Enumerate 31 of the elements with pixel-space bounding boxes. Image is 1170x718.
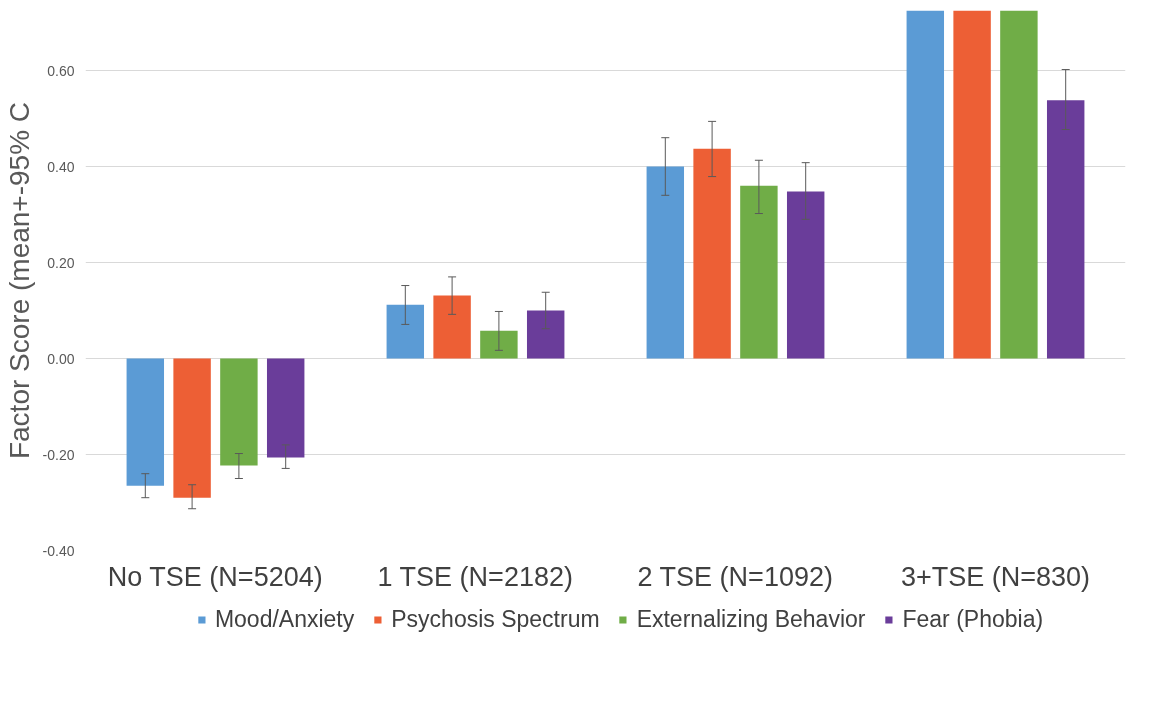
bar bbox=[786, 191, 825, 359]
bar bbox=[386, 304, 425, 359]
bar bbox=[266, 358, 305, 458]
x-tick-label: 1 TSE (N=2182) bbox=[377, 561, 573, 592]
x-tick-label: No TSE (N=5204) bbox=[107, 561, 323, 592]
bar bbox=[646, 166, 685, 359]
x-tick-label: 3+TSE (N=830) bbox=[900, 561, 1091, 592]
legend-label: Fear (Phobia) bbox=[902, 605, 1044, 633]
bar bbox=[740, 185, 778, 359]
y-tick-label: 0.60 bbox=[47, 62, 75, 79]
y-axis-title: Factor Score (mean+-95% C bbox=[3, 101, 35, 460]
legend-label: Externalizing Behavior bbox=[636, 605, 866, 633]
bar bbox=[953, 10, 991, 359]
y-tick-label: 0.20 bbox=[47, 254, 75, 271]
y-tick-label: -0.20 bbox=[42, 446, 75, 463]
legend-label: Mood/Anxiety bbox=[214, 605, 355, 633]
bar bbox=[1046, 100, 1085, 359]
bar bbox=[526, 310, 565, 359]
x-tick-label: 2 TSE (N=1092) bbox=[637, 561, 833, 592]
bar bbox=[1000, 10, 1038, 359]
bar bbox=[220, 358, 258, 466]
bar bbox=[433, 295, 471, 359]
y-tick-label: -0.40 bbox=[42, 542, 75, 559]
bar bbox=[906, 10, 945, 359]
y-tick-label: 0.40 bbox=[47, 158, 75, 175]
bar bbox=[126, 358, 165, 486]
bar bbox=[480, 330, 518, 359]
y-tick-label: 0.00 bbox=[47, 350, 75, 367]
legend-label: Psychosis Spectrum bbox=[391, 605, 600, 633]
bar bbox=[693, 148, 731, 359]
bar bbox=[173, 358, 211, 498]
